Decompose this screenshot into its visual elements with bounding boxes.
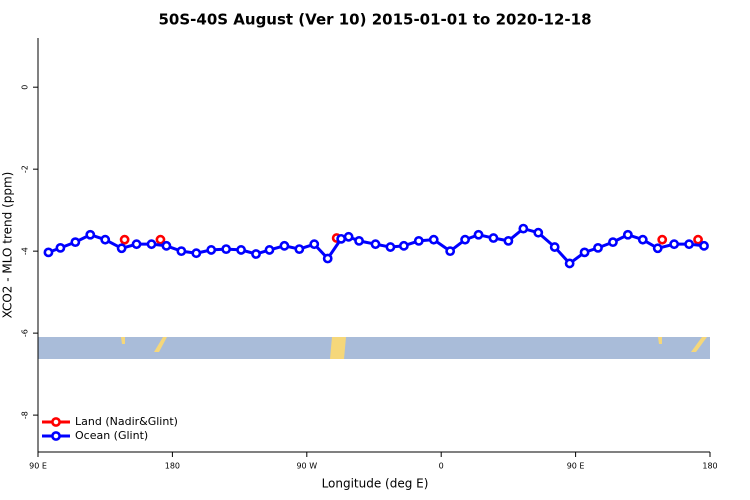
data-point (176, 246, 187, 257)
data-point (309, 239, 320, 250)
data-point (191, 248, 202, 259)
data-point (279, 240, 290, 251)
legend-marker (51, 417, 61, 427)
y-tick-label: -4 (21, 247, 30, 255)
x-tick-label: 180 (702, 462, 717, 471)
data-point (473, 229, 484, 240)
land-blob (691, 337, 707, 352)
data-point (608, 237, 618, 248)
data-point (385, 242, 396, 252)
data-point (221, 244, 232, 254)
data-point (85, 229, 96, 240)
data-point (236, 245, 246, 255)
x-tick-label: 180 (165, 462, 180, 471)
data-point (564, 258, 575, 269)
y-tick-label: -6 (21, 329, 30, 337)
data-point (533, 227, 544, 238)
data-point (264, 245, 275, 255)
legend-marker (51, 431, 61, 441)
data-point (100, 234, 111, 245)
data-point (70, 237, 81, 248)
map-band (38, 337, 710, 359)
data-point (684, 239, 694, 250)
legend-label: Ocean (Glint) (75, 429, 148, 442)
data-point (503, 236, 514, 246)
chart-title: 50S-40S August (Ver 10) 2015-01-01 to 20… (158, 11, 591, 29)
data-point (549, 242, 560, 252)
data-point (161, 240, 172, 251)
data-point (428, 234, 439, 245)
data-point (413, 236, 424, 246)
land-blob (658, 337, 662, 344)
data-point (669, 239, 680, 250)
y-tick-label: 0 (21, 85, 30, 90)
x-tick-label: 90 E (29, 462, 47, 471)
data-point (622, 229, 633, 240)
series-line (47, 226, 705, 266)
x-tick-label: 0 (439, 462, 444, 471)
data-point (593, 242, 603, 253)
data-point (398, 240, 409, 251)
data-point (206, 245, 217, 255)
x-axis-label: Longitude (deg E) (322, 477, 429, 491)
data-point (354, 236, 364, 246)
data-point (657, 234, 668, 245)
data-point (294, 244, 305, 254)
data-point (518, 223, 529, 234)
data-point (693, 234, 703, 245)
data-point (43, 247, 54, 258)
data-point (370, 239, 381, 250)
data-point (460, 234, 470, 245)
data-point (155, 234, 166, 245)
data-point (336, 233, 347, 244)
data-point (251, 249, 261, 259)
data-point (488, 233, 499, 243)
data-point (652, 243, 663, 254)
data-point (131, 239, 142, 250)
data-point (322, 253, 333, 264)
data-point (55, 242, 66, 253)
land-blob (154, 337, 167, 352)
y-axis-label: XCO2 - MLO trend (ppm) (1, 172, 15, 319)
land-blob (330, 337, 346, 359)
data-point (343, 231, 354, 242)
data-point (445, 246, 456, 257)
y-tick-label: -8 (21, 411, 30, 419)
data-point (146, 239, 157, 250)
data-point (116, 243, 127, 254)
legend-label: Land (Nadir&Glint) (75, 415, 178, 428)
data-point (119, 234, 130, 245)
x-tick-label: 90 W (296, 462, 317, 471)
data-point (699, 240, 709, 251)
x-tick-label: 90 E (567, 462, 585, 471)
y-tick-label: -2 (21, 165, 30, 173)
land-blob (121, 337, 125, 344)
data-point (637, 234, 648, 245)
data-point (579, 247, 590, 258)
ocean-band (38, 337, 710, 359)
